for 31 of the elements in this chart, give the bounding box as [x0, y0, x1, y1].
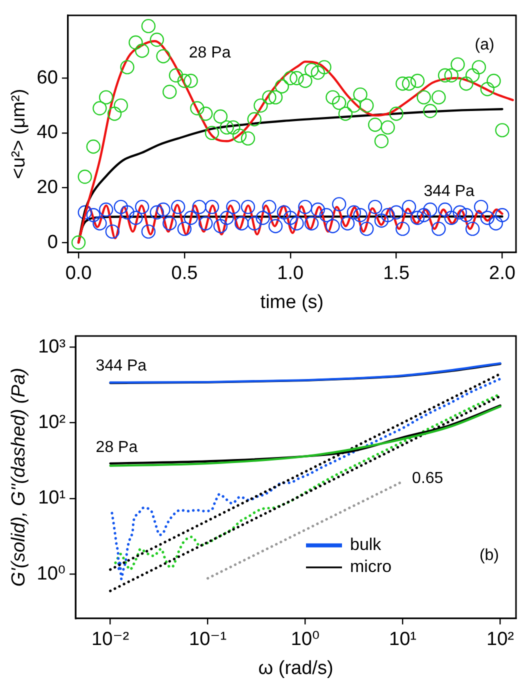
y-tick-label: 60	[36, 67, 58, 88]
x-axis-title: ω (rad/s)	[258, 658, 334, 679]
annotation: 28 Pa	[96, 439, 138, 456]
x-tick-label: 10⁻¹	[189, 629, 227, 650]
x-tick-label: 1.0	[277, 263, 304, 284]
y-tick-label: 0	[47, 232, 58, 253]
y-tick-label: 20	[36, 176, 58, 198]
annotation: 344 Pa	[424, 182, 475, 200]
x-tick-label: 10⁻²	[92, 629, 130, 650]
y-tick-label: 10²	[38, 412, 66, 433]
y-tick-label: 10⁰	[36, 563, 66, 584]
y-tick-label: 10³	[38, 336, 66, 358]
x-tick-label: 0.0	[65, 263, 92, 284]
legend-label: bulk	[350, 535, 382, 554]
x-tick-label: 10⁰	[290, 629, 320, 650]
x-tick-label: 1.5	[383, 263, 410, 284]
x-tick-label: 0.5	[171, 263, 198, 284]
y-axis-title: <u²> (μm²)	[8, 88, 30, 179]
x-tick-label: 10¹	[389, 629, 417, 650]
y-tick-label: 10¹	[38, 488, 66, 509]
annotation: (a)	[474, 36, 494, 54]
annotation: 344 Pa	[96, 358, 147, 375]
annotation: 28 Pa	[188, 44, 231, 62]
y-tick-label: 40	[36, 122, 58, 144]
x-axis-title: time (s)	[260, 292, 324, 313]
annotation: (b)	[479, 547, 500, 564]
y-axis-title: G'(solid), G''(dashed) (Pa)	[8, 368, 30, 587]
x-tick-label: 10²	[486, 629, 514, 650]
annotation: 0.65	[412, 470, 444, 488]
x-tick-label: 2.0	[489, 263, 516, 284]
legend-label: micro	[350, 557, 392, 576]
